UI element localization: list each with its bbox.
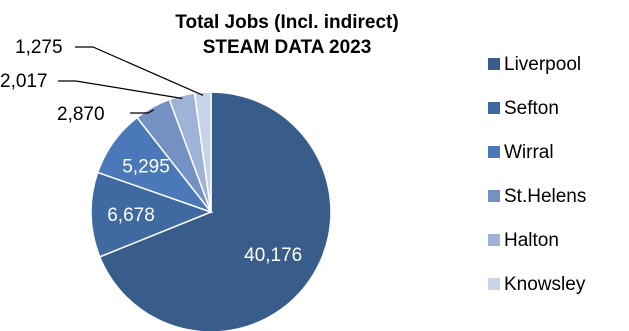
legend-label-st-helens: St.Helens bbox=[504, 186, 586, 207]
data-label-knowsley: 1,275 bbox=[15, 37, 63, 58]
chart-title: Total Jobs (Incl. indirect) STEAM DATA 2… bbox=[175, 12, 398, 58]
legend-swatch-wirral bbox=[488, 146, 500, 158]
legend-item-wirral: Wirral bbox=[488, 142, 554, 163]
legend-swatch-knowsley bbox=[488, 278, 500, 290]
legend-item-halton: Halton bbox=[488, 230, 559, 251]
legend-swatch-sefton bbox=[488, 102, 500, 114]
chart-title-line-1: Total Jobs (Incl. indirect) bbox=[175, 12, 398, 33]
legend-item-knowsley: Knowsley bbox=[488, 274, 586, 295]
data-labels: 40,176 6,678 5,295 2,870 2,017 1,275 bbox=[0, 37, 302, 266]
leader-line-knowsley bbox=[75, 46, 204, 96]
data-label-liverpool: 40,176 bbox=[244, 245, 302, 266]
pie-slice-knowsley bbox=[193, 91, 212, 213]
leader-lines bbox=[58, 46, 204, 114]
legend-item-sefton: Sefton bbox=[488, 98, 559, 119]
legend-label-liverpool: Liverpool bbox=[504, 54, 581, 75]
legend-label-halton: Halton bbox=[504, 230, 559, 251]
data-label-wirral: 5,295 bbox=[122, 156, 170, 177]
legend-label-wirral: Wirral bbox=[504, 142, 554, 163]
pie-slice-sefton bbox=[90, 171, 214, 258]
pie-slice-liverpool bbox=[98, 91, 332, 331]
legend-item-liverpool: Liverpool bbox=[488, 54, 581, 75]
leader-line-st-helens bbox=[130, 109, 155, 114]
legend-swatch-liverpool bbox=[488, 58, 500, 70]
data-label-halton: 2,017 bbox=[0, 71, 48, 92]
legend-swatch-st-helens bbox=[488, 190, 500, 202]
legend-item-st-helens: St.Helens bbox=[488, 186, 586, 207]
legend-label-knowsley: Knowsley bbox=[504, 274, 586, 295]
legend: Liverpool Sefton Wirral St.Helens Halton Know… bbox=[488, 54, 586, 295]
legend-label-sefton: Sefton bbox=[504, 98, 559, 119]
data-label-st-helens: 2,870 bbox=[57, 104, 105, 125]
legend-swatch-halton bbox=[488, 234, 500, 246]
data-label-sefton: 6,678 bbox=[107, 205, 155, 226]
leader-line-halton bbox=[58, 80, 183, 100]
pie-slices bbox=[90, 91, 332, 331]
chart-title-line-2: STEAM DATA 2023 bbox=[203, 37, 372, 58]
